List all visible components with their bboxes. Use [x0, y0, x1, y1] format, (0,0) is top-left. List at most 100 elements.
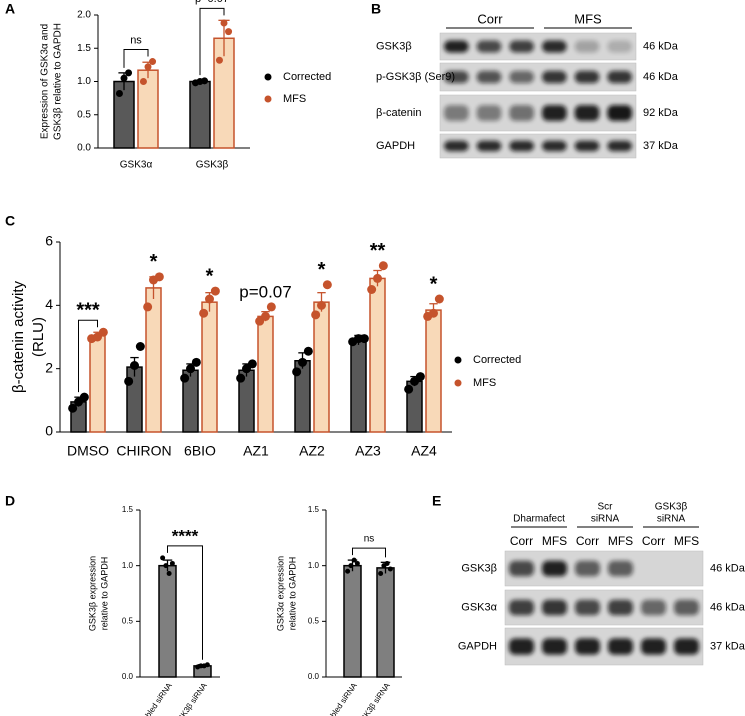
- blot-strip: [439, 32, 637, 61]
- data-point: [199, 308, 209, 318]
- blot-band: [607, 40, 632, 53]
- data-point: [169, 560, 175, 566]
- blot-row-label: GSK3β: [461, 562, 497, 574]
- data-point: [154, 272, 164, 282]
- y-tick-label: 0.5: [308, 616, 320, 625]
- blot-row-label: GSK3β: [376, 40, 412, 52]
- blot-row-label: GAPDH: [376, 140, 415, 152]
- data-point: [236, 373, 246, 383]
- blot-row-label: p-GSK3β (Ser9): [376, 71, 455, 83]
- x-tick-label: AZ4: [411, 443, 437, 459]
- blot-band: [575, 599, 600, 616]
- legend-label: Corrected: [473, 354, 521, 366]
- bar: [158, 564, 177, 678]
- data-point: [124, 376, 134, 386]
- data-point: [345, 568, 351, 574]
- y-axis-label: (RLU): [30, 317, 47, 357]
- blot-strip: [439, 133, 637, 159]
- blot-band: [575, 560, 600, 577]
- blot-strip: [504, 589, 704, 626]
- blot-band: [444, 105, 469, 121]
- legend-marker: [264, 95, 272, 103]
- blot-band: [542, 140, 567, 152]
- group-label: Scr: [598, 502, 614, 513]
- data-point: [163, 563, 169, 569]
- lane-label: Corr: [510, 534, 533, 548]
- data-point: [266, 302, 276, 312]
- data-point: [79, 392, 89, 402]
- blot-band: [641, 599, 666, 616]
- x-tick-label: CHIRON: [116, 443, 171, 459]
- blot-band: [476, 40, 502, 53]
- group-label: GSK3β: [655, 502, 688, 513]
- group-label: Dharmafect: [513, 514, 565, 525]
- blot-strip: [439, 94, 637, 132]
- x-tick-label: AZ3: [355, 443, 381, 459]
- bar: [376, 567, 395, 678]
- data-point: [143, 302, 153, 312]
- y-tick-label: 6: [45, 233, 53, 249]
- annotation: ns: [364, 534, 375, 545]
- data-point: [359, 334, 369, 344]
- blot-band: [509, 140, 534, 152]
- data-point: [135, 342, 145, 351]
- data-point: [98, 327, 108, 337]
- y-axis-label: GSK3β relative to GAPDH: [53, 23, 64, 140]
- data-point: [387, 566, 393, 572]
- bar: [201, 301, 218, 433]
- blot-row-label: GSK3α: [461, 601, 497, 613]
- x-tick-label: AZ1: [243, 443, 269, 459]
- blot-band: [444, 40, 469, 53]
- legend-label: MFS: [473, 377, 496, 389]
- bar: [257, 315, 274, 433]
- x-tick-label: DMSO: [67, 443, 109, 459]
- x-tick-label: AZ2: [299, 443, 325, 459]
- legend-label: MFS: [283, 93, 306, 105]
- data-point: [351, 557, 357, 563]
- lane-label: MFS: [674, 534, 699, 548]
- y-tick-label: 1.0: [122, 561, 134, 570]
- data-point: [354, 560, 360, 566]
- data-point: [247, 359, 257, 369]
- legend-marker: [264, 73, 272, 81]
- legend-marker: [454, 356, 462, 364]
- legend-marker: [454, 379, 462, 387]
- y-axis-label: Expression of GSK3α and: [40, 24, 51, 139]
- data-point: [298, 357, 307, 367]
- y-axis-label: relative to GAPDH: [99, 557, 109, 631]
- blot-band: [674, 599, 699, 616]
- blot-strip: [504, 550, 704, 587]
- blot-band: [542, 638, 567, 655]
- significance-bracket: [199, 7, 225, 76]
- annotation: ns: [130, 34, 142, 46]
- blot-band: [608, 638, 633, 655]
- bar: [189, 80, 211, 149]
- blot-band: [542, 599, 567, 616]
- blot-band: [542, 40, 567, 53]
- data-point: [180, 373, 190, 383]
- blot-row-label: β-catenin: [376, 107, 421, 119]
- data-point: [220, 19, 228, 27]
- blot-band: [476, 105, 502, 121]
- lane-label: MFS: [608, 534, 633, 548]
- group-label: siRNA: [657, 514, 686, 525]
- bar: [343, 564, 362, 678]
- data-point: [120, 74, 128, 82]
- y-axis-label: β-catenin activity: [10, 281, 27, 394]
- blot-band: [509, 638, 534, 655]
- x-tick-label: Scrambled siRNA: [315, 681, 359, 716]
- bar: [369, 277, 386, 433]
- blot-band: [509, 70, 534, 84]
- blot-row-label: GAPDH: [458, 640, 497, 652]
- blot-size-label: 37 kDa: [643, 140, 679, 152]
- annotation: ****: [172, 526, 199, 545]
- bar: [425, 309, 442, 433]
- data-point: [303, 346, 313, 356]
- data-point: [348, 563, 354, 569]
- blot-size-label: 46 kDa: [710, 562, 745, 574]
- group-label: siRNA: [591, 514, 620, 525]
- data-point: [210, 286, 220, 296]
- blot-band: [509, 599, 534, 616]
- y-tick-label: 1.5: [122, 505, 134, 514]
- y-axis-label: relative to GAPDH: [287, 557, 297, 631]
